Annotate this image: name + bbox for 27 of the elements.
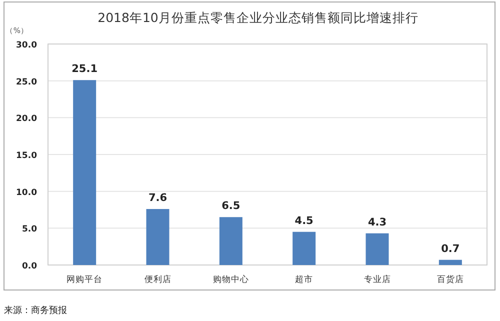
x-tick-label: 便利店 xyxy=(144,274,172,285)
data-label: 25.1 xyxy=(72,63,98,76)
bar xyxy=(146,209,170,265)
data-label: 7.6 xyxy=(148,192,168,204)
y-tick-label: 10.0 xyxy=(16,188,38,198)
y-tick-label: 0.0 xyxy=(22,262,38,272)
bar xyxy=(438,260,462,265)
x-tick-label: 超市 xyxy=(295,274,314,285)
data-label: 0.7 xyxy=(441,242,460,255)
x-tick-label: 购物中心 xyxy=(212,274,249,285)
y-tick-label: 5.0 xyxy=(22,224,38,235)
y-tick-label: 20.0 xyxy=(16,114,38,124)
x-tick-label: 网购平台 xyxy=(66,274,103,285)
y-tick-label: 30.0 xyxy=(16,40,38,50)
bar xyxy=(366,233,389,265)
bar xyxy=(219,217,242,265)
source-note: 来源：商务预报 xyxy=(4,305,67,316)
bar xyxy=(292,232,316,265)
y-tick-label: 25.0 xyxy=(16,77,38,88)
data-label: 6.5 xyxy=(222,200,240,212)
y-tick-label: 15.0 xyxy=(16,151,38,161)
x-tick-label: 专业店 xyxy=(364,274,391,285)
x-tick-label: 百货店 xyxy=(436,274,464,285)
data-label: 4.3 xyxy=(368,216,387,228)
chart-title: 2018年10月份重点零售企业分业态销售额同比增速排行 xyxy=(98,10,418,25)
bar xyxy=(73,80,96,265)
data-label: 4.5 xyxy=(294,214,314,227)
